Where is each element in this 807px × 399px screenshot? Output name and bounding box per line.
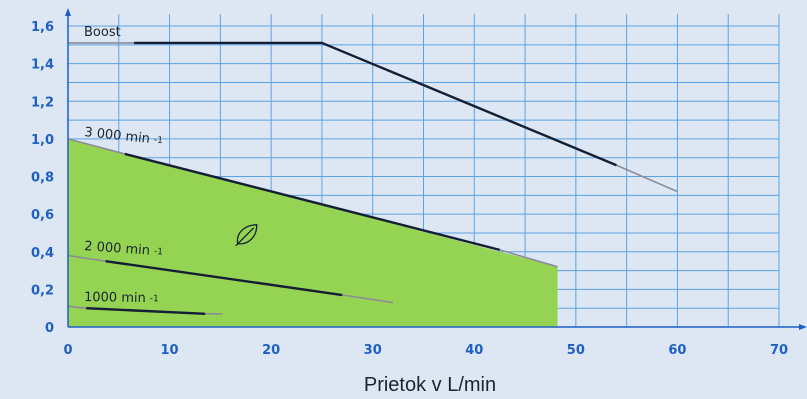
tick-labels: 0 10 20 30 40 50 60 70 0 0,2 0,4 0,6 0,8 1,0 1,2 1,4 1,6	[31, 20, 788, 358]
x-tick-label: 0	[63, 343, 72, 358]
y-axis-arrow	[65, 8, 71, 16]
curve-dark-0	[134, 41, 617, 167]
x-tick-label: 70	[770, 343, 788, 358]
y-tick-label: 0,4	[31, 246, 54, 261]
x-tick-label: 60	[668, 343, 686, 358]
y-tick-label: 0,8	[31, 171, 54, 186]
curve-dark-1	[124, 152, 500, 252]
eco-region	[68, 138, 558, 327]
y-tick-label: 0	[45, 321, 54, 336]
chart-icons	[235, 224, 258, 247]
curve-dark-3	[86, 306, 206, 316]
x-axis-arrow	[799, 324, 807, 330]
y-tick-label: 1,4	[31, 58, 54, 73]
chart-axes	[65, 8, 807, 330]
leaf-icon	[235, 224, 258, 247]
y-tick-label: 1,6	[31, 20, 54, 35]
eco-region-group	[68, 138, 558, 327]
curve-label: 3 000 min -1	[84, 125, 164, 148]
x-tick-label: 20	[262, 343, 280, 358]
x-tick-label: 50	[567, 343, 585, 358]
x-tick-label: 10	[161, 343, 179, 358]
y-tick-label: 0,6	[31, 208, 54, 223]
x-tick-label: 30	[364, 343, 382, 358]
y-tick-label: 1,2	[31, 95, 54, 110]
curves-group	[67, 41, 678, 316]
y-tick-label: 0,2	[31, 283, 54, 298]
curve-label: 2 000 min -1	[84, 239, 164, 259]
curve-labels: Boost 3 000 min -1 2 000 min -1 1000 min -1	[84, 25, 164, 306]
x-axis-label: Prietok v L/min	[364, 374, 496, 396]
x-tick-label: 40	[465, 343, 483, 358]
curve-dark-2	[105, 259, 343, 297]
curve-label: Boost	[84, 25, 121, 40]
y-tick-label: 1,0	[31, 133, 54, 148]
curve-label: 1000 min -1	[84, 290, 159, 306]
